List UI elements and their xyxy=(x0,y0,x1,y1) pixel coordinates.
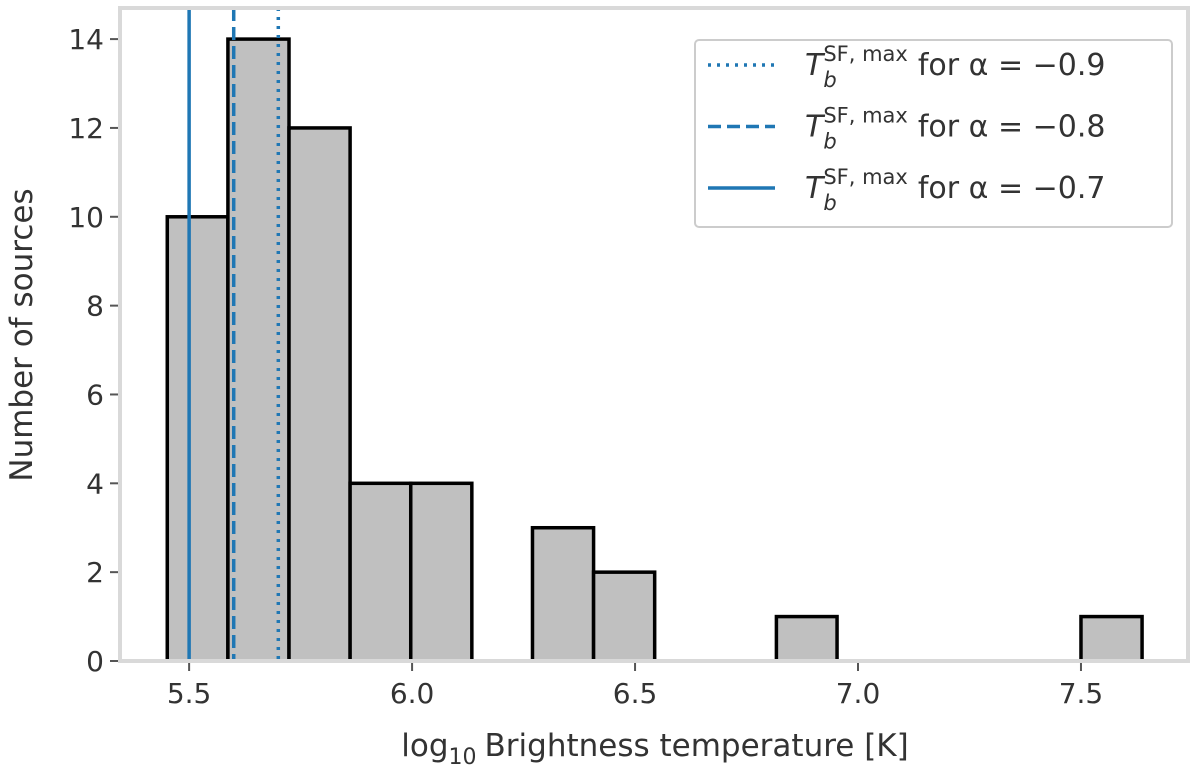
x-tick-label: 7.0 xyxy=(836,677,881,710)
legend-label: TSF, max b for α = −0.9 xyxy=(805,42,1105,92)
legend-sub: b xyxy=(823,191,836,215)
legend-sub: b xyxy=(823,68,836,92)
legend-text: for α = −0.9 xyxy=(918,48,1106,83)
plot-frame xyxy=(118,6,1190,663)
x-label-main: log xyxy=(401,728,448,764)
bar xyxy=(774,614,839,663)
legend-box xyxy=(694,39,1173,228)
x-tick-label: 6.5 xyxy=(613,677,658,710)
bar xyxy=(408,481,474,663)
legend-text: for α = −0.7 xyxy=(918,171,1106,206)
x-label-sub: 10 xyxy=(449,745,477,769)
y-tick-label: 10 xyxy=(68,201,104,234)
legend-sup: SF, max xyxy=(823,165,908,189)
y-tick-label: 4 xyxy=(86,467,104,500)
bar xyxy=(287,126,352,663)
y-tick-label: 8 xyxy=(86,290,104,323)
legend-label: TSF, max b for α = −0.7 xyxy=(805,165,1105,215)
y-tick-label: 14 xyxy=(68,23,104,56)
y-tick-label: 6 xyxy=(86,378,104,411)
bar xyxy=(348,481,413,663)
bar xyxy=(165,215,230,663)
legend-sup: SF, max xyxy=(823,42,908,66)
x-tick-label: 7.5 xyxy=(1059,677,1104,710)
legend-label: TSF, max b for α = −0.8 xyxy=(805,104,1105,154)
legend-text: for α = −0.8 xyxy=(918,110,1106,145)
legend-symbol: T xyxy=(805,48,826,83)
x-label-text: Brightness temperature [K] xyxy=(485,728,909,764)
legend-sup: SF, max xyxy=(823,104,908,128)
x-tick-label: 5.5 xyxy=(167,677,212,710)
x-tick-label: 6.0 xyxy=(390,677,435,710)
legend-symbol: T xyxy=(805,171,826,206)
bar xyxy=(1079,614,1144,663)
bar xyxy=(530,525,596,663)
y-tick-label: 0 xyxy=(86,645,104,678)
bar xyxy=(591,570,657,663)
y-tick-label: 12 xyxy=(68,112,104,145)
legend-symbol: T xyxy=(805,110,826,145)
x-axis-label: log10 Brightness temperature [K] xyxy=(401,728,908,769)
y-axis-label: Number of sources xyxy=(4,188,40,481)
legend-sub: b xyxy=(823,130,836,154)
y-tick-label: 2 xyxy=(86,556,104,589)
